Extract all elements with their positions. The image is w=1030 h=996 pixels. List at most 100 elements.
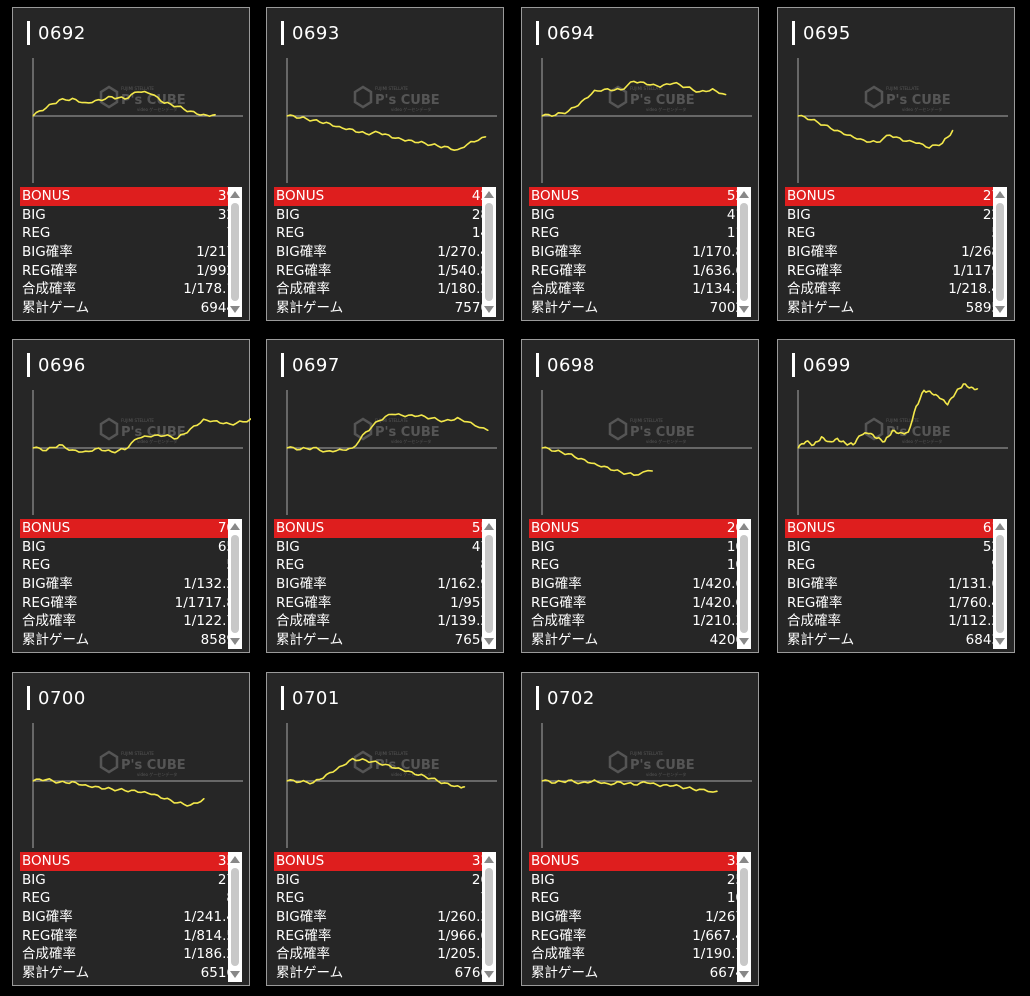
stats-scrollbar[interactable]	[482, 519, 496, 649]
scroll-thumb[interactable]	[485, 203, 493, 301]
scroll-up-arrow-icon[interactable]	[230, 856, 240, 863]
scroll-thumb[interactable]	[485, 868, 493, 966]
data-point	[849, 134, 852, 136]
scroll-thumb[interactable]	[996, 535, 1004, 633]
scroll-down-arrow-icon[interactable]	[739, 971, 749, 978]
data-point	[378, 420, 380, 422]
scroll-down-arrow-icon[interactable]	[995, 306, 1005, 313]
stat-row-combined-prob: 合成確率 1/139.2	[274, 612, 495, 631]
scroll-thumb[interactable]	[740, 868, 748, 966]
stat-label: REG確率	[531, 262, 587, 279]
watermark-logo: P's CUBE FUJIMI STELLATE video ゲーセンデータ	[99, 750, 186, 777]
scroll-down-arrow-icon[interactable]	[739, 306, 749, 313]
watermark-brand: P's CUBE	[121, 425, 186, 440]
stat-label: 合成確率	[22, 946, 76, 963]
watermark-tagline-top: FUJIMI STELLATE	[886, 86, 919, 91]
watermark-tagline-bottom: video ゲーセンデータ	[391, 438, 431, 444]
data-point	[947, 404, 949, 406]
stat-label: REG確率	[22, 927, 78, 944]
watermark-tagline-bottom: video ゲーセンデータ	[391, 106, 431, 112]
stats-scrollbar[interactable]	[737, 519, 751, 649]
stat-label: REG	[22, 557, 51, 574]
stats-scrollbar[interactable]	[737, 852, 751, 982]
stats-scrollbar[interactable]	[993, 519, 1007, 649]
cube-icon	[864, 85, 884, 109]
watermark-brand: P's CUBE	[886, 425, 951, 440]
header-bar-mark	[536, 686, 539, 710]
stat-label: REG	[276, 225, 305, 242]
scroll-up-arrow-icon[interactable]	[739, 191, 749, 198]
data-point	[698, 91, 701, 93]
data-point	[338, 766, 341, 768]
stat-value: 1/186.2	[183, 946, 235, 963]
machine-card: 0699 P's CUBE FUJIMI STELLATE video ゲーセンデー…	[777, 339, 1015, 653]
stat-row-big-prob: BIG確率 1/241.4	[20, 908, 241, 927]
scroll-up-arrow-icon[interactable]	[739, 856, 749, 863]
stat-value: 6766	[454, 965, 489, 982]
stat-value: 1/667.4	[692, 927, 744, 944]
watermark-brand: P's CUBE	[375, 425, 440, 440]
scroll-down-arrow-icon[interactable]	[230, 306, 240, 313]
cube-icon	[99, 417, 119, 441]
scroll-thumb[interactable]	[231, 203, 239, 301]
cube-icon	[608, 750, 628, 774]
scroll-up-arrow-icon[interactable]	[995, 523, 1005, 530]
data-point	[698, 788, 701, 790]
scroll-down-arrow-icon[interactable]	[995, 638, 1005, 645]
scroll-up-arrow-icon[interactable]	[484, 856, 494, 863]
scroll-up-arrow-icon[interactable]	[739, 523, 749, 530]
stat-value: 1/992	[196, 262, 235, 279]
scroll-thumb[interactable]	[485, 535, 493, 633]
stat-value: 1/270.4	[437, 244, 489, 261]
stat-label: BIG	[276, 206, 300, 223]
scroll-up-arrow-icon[interactable]	[230, 523, 240, 530]
scroll-down-arrow-icon[interactable]	[484, 638, 494, 645]
stat-row-total-games: 累計ゲーム 7570	[274, 299, 495, 318]
scroll-thumb[interactable]	[231, 868, 239, 966]
scroll-up-arrow-icon[interactable]	[995, 191, 1005, 198]
stats-scrollbar[interactable]	[482, 852, 496, 982]
scroll-up-arrow-icon[interactable]	[484, 191, 494, 198]
stat-row-total-games: 累計ゲーム 6944	[20, 299, 241, 318]
scroll-thumb[interactable]	[740, 535, 748, 633]
scroll-thumb[interactable]	[231, 535, 239, 633]
stat-row-big: BIG 32	[20, 206, 241, 225]
stat-row-bonus: BONUS 27	[785, 187, 1006, 206]
data-point	[352, 447, 354, 449]
stats-scrollbar[interactable]	[482, 187, 496, 317]
cube-icon	[353, 417, 373, 441]
scroll-down-arrow-icon[interactable]	[484, 971, 494, 978]
card-header: 0699	[792, 352, 851, 378]
stat-value: 1/178.1	[183, 281, 235, 298]
machine-number: 0699	[803, 354, 851, 376]
scroll-down-arrow-icon[interactable]	[484, 306, 494, 313]
watermark-tagline-bottom: video ゲーセンデータ	[137, 106, 177, 112]
stats-scrollbar[interactable]	[993, 187, 1007, 317]
scroll-down-arrow-icon[interactable]	[230, 971, 240, 978]
scroll-down-arrow-icon[interactable]	[739, 638, 749, 645]
data-point	[58, 99, 60, 101]
watermark-logo: P's CUBE FUJIMI STELLATE video ゲーセンデータ	[608, 85, 695, 112]
stat-value: 1/636.6	[692, 262, 744, 279]
data-point	[672, 82, 674, 84]
stats-scrollbar[interactable]	[737, 187, 751, 317]
scroll-thumb[interactable]	[996, 203, 1004, 301]
stats-scrollbar[interactable]	[228, 187, 242, 317]
data-point	[404, 416, 406, 418]
stats-scrollbar[interactable]	[228, 852, 242, 982]
data-point	[863, 139, 865, 141]
scroll-up-arrow-icon[interactable]	[484, 523, 494, 530]
stat-row-big-prob: BIG確率 1/217	[20, 243, 241, 262]
machine-card: 0695 P's CUBE FUJIMI STELLATE video ゲーセンデー…	[777, 7, 1015, 321]
stat-label: 合成確率	[531, 946, 585, 963]
stat-row-bonus: BONUS 55	[274, 519, 495, 538]
stat-label: BONUS	[531, 853, 580, 869]
scroll-down-arrow-icon[interactable]	[230, 638, 240, 645]
stat-row-combined-prob: 合成確率 1/122.7	[20, 612, 241, 631]
stats-scrollbar[interactable]	[228, 519, 242, 649]
stat-row-combined-prob: 合成確率 1/134.7	[529, 280, 750, 299]
scroll-thumb[interactable]	[740, 203, 748, 301]
data-point	[150, 436, 152, 438]
scroll-up-arrow-icon[interactable]	[230, 191, 240, 198]
